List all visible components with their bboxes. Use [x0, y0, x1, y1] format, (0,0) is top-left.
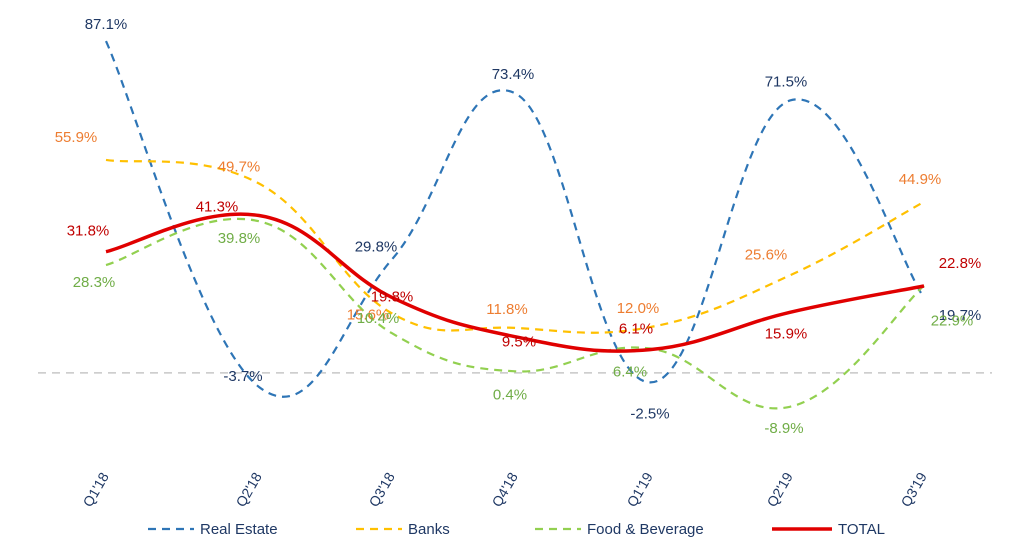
data-label-total: 22.8% — [939, 255, 982, 272]
data-label-real_estate: 87.1% — [85, 16, 128, 33]
data-label-banks: 12.0% — [617, 300, 660, 317]
data-label-real_estate: 29.8% — [355, 238, 398, 255]
x-axis-tick-labels: Q1'18 Q2'18 Q3'18 Q4'18 Q1'19 Q2'19 Q3'19 — [80, 469, 930, 509]
data-label-real_estate: -2.5% — [630, 405, 669, 422]
legend-label-food_beverage: Food & Beverage — [587, 521, 704, 538]
data-label-food_beverage: 22.9% — [931, 313, 974, 330]
legend-label-total: TOTAL — [838, 521, 885, 538]
data-label-real_estate: 71.5% — [765, 73, 808, 90]
data-labels: 87.1% -3.7% 29.8% 73.4% -2.5% 71.5% 19.7% 55.9%… — [55, 16, 982, 437]
data-label-banks: 25.6% — [745, 246, 788, 263]
x-tick-label: Q3'19 — [898, 469, 930, 509]
data-label-banks: 55.9% — [55, 129, 98, 146]
data-label-real_estate: -3.7% — [223, 368, 262, 385]
data-label-total: 15.9% — [765, 325, 808, 342]
data-label-food_beverage: 10.4% — [357, 310, 400, 327]
data-label-total: 31.8% — [67, 223, 110, 240]
series-line-real_estate — [104, 40, 925, 398]
x-tick-label: Q1'19 — [624, 469, 656, 509]
data-label-banks: 49.7% — [218, 159, 261, 176]
data-label-total: 9.5% — [502, 334, 536, 351]
legend-label-banks: Banks — [408, 521, 450, 538]
data-label-total: 41.3% — [196, 199, 239, 216]
data-label-food_beverage: 28.3% — [73, 274, 116, 291]
series-line-food_beverage — [105, 217, 925, 410]
x-tick-label: Q2'19 — [764, 469, 796, 509]
data-label-food_beverage: 6.4% — [613, 363, 647, 380]
data-label-real_estate: 73.4% — [492, 66, 535, 83]
x-tick-label: Q2'18 — [233, 469, 265, 509]
x-tick-label: Q3'18 — [366, 469, 398, 509]
legend: Real Estate Banks Food & Beverage TOTAL — [148, 521, 885, 538]
data-label-banks: 11.8% — [486, 301, 527, 318]
series-line-banks — [105, 158, 925, 334]
data-label-food_beverage: 39.8% — [218, 230, 261, 247]
x-tick-label: Q4'18 — [489, 469, 521, 509]
data-label-banks: 44.9% — [899, 171, 942, 188]
data-label-total: 19.8% — [371, 288, 414, 305]
data-label-food_beverage: 0.4% — [493, 386, 527, 403]
data-label-total: 6.1% — [619, 321, 653, 338]
legend-label-real_estate: Real Estate — [200, 521, 278, 538]
series-line-total — [105, 212, 925, 353]
data-label-food_beverage: -8.9% — [764, 420, 803, 437]
data-label-banks: 15.6% — [347, 306, 390, 323]
x-tick-label: Q1'18 — [80, 469, 112, 509]
series-lines — [104, 40, 925, 410]
data-label-real_estate: 19.7% — [939, 307, 982, 324]
